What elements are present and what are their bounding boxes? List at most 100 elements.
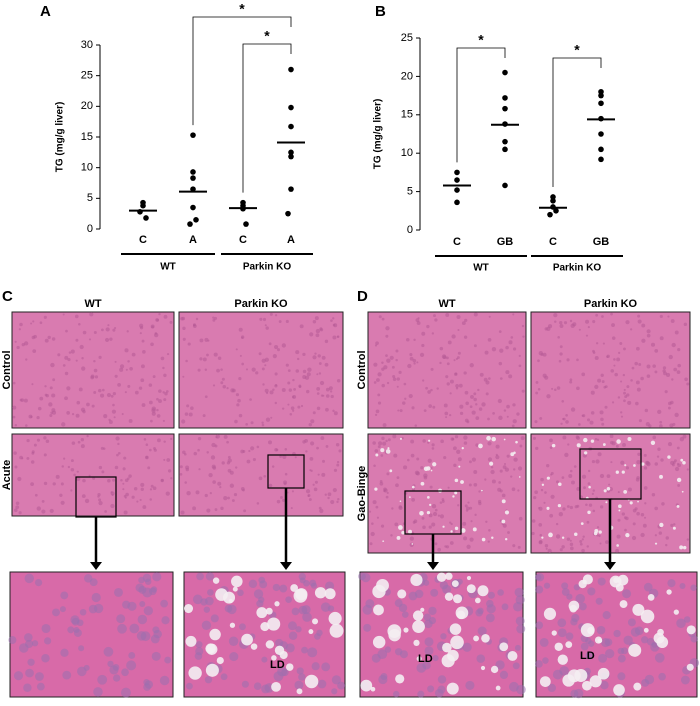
lipid-droplet — [624, 464, 627, 467]
data-point — [547, 211, 553, 218]
tissue-texture — [457, 457, 462, 462]
tissue-texture — [231, 499, 235, 502]
lipid-droplet — [452, 594, 463, 604]
tissue-texture — [166, 458, 171, 462]
tissue-texture — [392, 434, 397, 439]
tissue-texture — [554, 388, 557, 392]
x-tick-label: C — [549, 236, 557, 248]
arrow-head — [604, 562, 616, 570]
tissue-texture — [265, 391, 269, 395]
tissue-texture — [229, 470, 234, 475]
tissue-texture — [131, 495, 135, 499]
tissue-texture — [512, 403, 516, 407]
tissue-texture — [431, 332, 435, 335]
tissue-texture — [456, 356, 460, 359]
lipid-droplet — [617, 574, 629, 586]
lipid-droplet — [430, 469, 433, 472]
tissue-texture — [227, 455, 231, 459]
tissue-texture — [686, 538, 690, 541]
tissue-texture — [613, 629, 621, 638]
tissue-texture — [565, 414, 568, 417]
lipid-droplet — [293, 589, 308, 603]
tissue-texture — [104, 510, 107, 513]
tissue-texture — [120, 687, 131, 698]
tissue-texture — [139, 332, 142, 335]
significance-star: * — [239, 1, 245, 17]
tissue-texture — [411, 498, 416, 502]
tissue-texture — [377, 393, 381, 397]
tissue-texture — [43, 315, 47, 319]
tissue-texture — [617, 654, 626, 663]
tissue-texture — [322, 459, 326, 463]
lipid-droplet — [543, 607, 557, 621]
tissue-texture — [217, 481, 222, 486]
tissue-texture — [148, 587, 157, 596]
tissue-texture — [383, 488, 388, 493]
tissue-texture — [288, 388, 293, 392]
tissue-texture — [672, 461, 676, 464]
tissue-texture — [140, 631, 151, 642]
tissue-texture — [93, 603, 104, 614]
tissue-texture — [386, 491, 389, 495]
tissue-texture — [549, 438, 553, 443]
tissue-texture — [240, 335, 245, 339]
tissue-texture — [25, 639, 34, 648]
tissue-texture — [80, 444, 85, 449]
tissue-texture — [465, 401, 469, 406]
tissue-texture — [64, 355, 69, 360]
tissue-texture — [90, 375, 95, 380]
lipid-droplet — [583, 451, 588, 455]
tissue-texture — [445, 356, 449, 360]
tissue-texture — [521, 324, 525, 328]
tissue-texture — [111, 493, 114, 496]
tissue-texture — [12, 415, 16, 419]
tissue-texture — [123, 510, 128, 515]
lipid-droplet — [428, 439, 431, 442]
tissue-texture — [100, 393, 105, 398]
lipid-droplet — [374, 487, 378, 491]
panel-letter: D — [357, 288, 368, 305]
tissue-texture — [84, 574, 93, 583]
tissue-texture — [677, 463, 681, 468]
tissue-texture — [473, 312, 478, 317]
tissue-texture — [112, 328, 116, 332]
lipid-droplet — [442, 525, 445, 528]
tissue-texture — [453, 463, 457, 468]
tissue-texture — [150, 342, 154, 347]
lipid-droplet — [590, 439, 595, 443]
tissue-texture — [274, 344, 279, 350]
tissue-texture — [381, 367, 385, 371]
tissue-texture — [322, 394, 325, 397]
lipid-droplet — [450, 530, 453, 533]
tissue-texture — [590, 411, 595, 415]
tissue-texture — [97, 495, 100, 498]
tissue-texture — [427, 685, 435, 693]
tissue-texture — [109, 337, 113, 341]
tissue-texture — [644, 674, 655, 685]
column-label: Parkin KO — [234, 298, 288, 310]
tissue-texture — [285, 319, 289, 324]
tissue-texture — [589, 420, 594, 425]
tissue-texture — [592, 320, 596, 324]
tissue-texture — [424, 646, 434, 656]
tissue-texture — [199, 357, 203, 361]
tissue-texture — [82, 478, 86, 483]
tissue-texture — [445, 313, 450, 317]
lipid-droplet — [615, 470, 619, 474]
tissue-texture — [385, 495, 389, 499]
tissue-texture — [664, 390, 668, 394]
tissue-texture — [25, 424, 28, 427]
tissue-texture — [622, 589, 632, 599]
data-point — [454, 177, 460, 183]
tissue-texture — [469, 506, 473, 510]
tissue-texture — [338, 449, 342, 453]
tissue-texture — [428, 404, 432, 408]
lipid-droplet — [274, 645, 285, 656]
tissue-texture — [537, 359, 540, 363]
tissue-texture — [316, 392, 320, 395]
tissue-texture — [474, 513, 477, 516]
tissue-texture — [19, 322, 23, 327]
lipid-droplet — [183, 604, 194, 614]
tissue-texture — [484, 350, 489, 355]
tissue-texture — [576, 358, 579, 362]
